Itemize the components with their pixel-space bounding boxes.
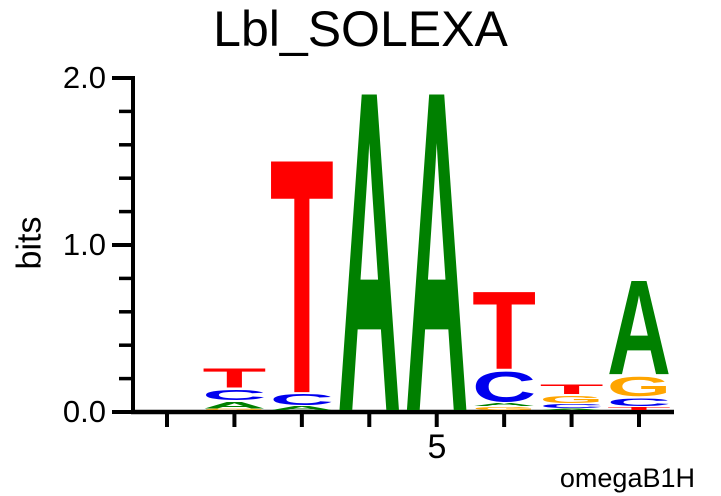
logo-letter-A-pos5: A bbox=[405, 0, 469, 496]
y-tick-label-2.0: 2.0 bbox=[62, 60, 106, 95]
y-tick-label-1.0: 1.0 bbox=[62, 227, 106, 262]
logo-letter-T-pos8: T bbox=[607, 406, 672, 411]
logo-letter-A-pos3: A bbox=[270, 405, 334, 411]
logo-letter-G-pos7: G bbox=[540, 394, 604, 405]
x-tick-label-5: 5 bbox=[427, 428, 447, 466]
page-title: Lbl_SOLEXA bbox=[213, 1, 508, 57]
logo-letter-A-pos2: A bbox=[202, 400, 266, 410]
logo-letter-A-pos7: A bbox=[540, 408, 604, 410]
logo-letter-C-pos7: C bbox=[540, 403, 604, 409]
logo-letter-A-pos6: A bbox=[472, 402, 536, 407]
logo-letter-T-pos6: T bbox=[472, 270, 536, 394]
logo-letter-A-pos8: A bbox=[607, 253, 671, 404]
y-tick-label-0.0: 0.0 bbox=[62, 394, 106, 429]
logo-letter-G-pos6: G bbox=[472, 406, 536, 411]
logo-letter-T-pos3: T bbox=[270, 91, 334, 465]
credit-label: omegaB1H bbox=[559, 463, 695, 493]
logo-letter-A-pos4: A bbox=[337, 0, 401, 496]
logo-letter-T-pos2: T bbox=[202, 363, 266, 394]
logo-letter-T-pos7: T bbox=[540, 381, 604, 397]
logo-letter-C-pos6: C bbox=[472, 363, 536, 411]
logo-letter-C-pos2: C bbox=[202, 387, 266, 403]
logo-letter-C-pos8: C bbox=[607, 396, 671, 409]
logo-letter-G-pos8: G bbox=[607, 371, 671, 402]
logo-letter-C-pos3: C bbox=[270, 391, 334, 408]
logo-letter-G-pos2: G bbox=[202, 408, 266, 410]
